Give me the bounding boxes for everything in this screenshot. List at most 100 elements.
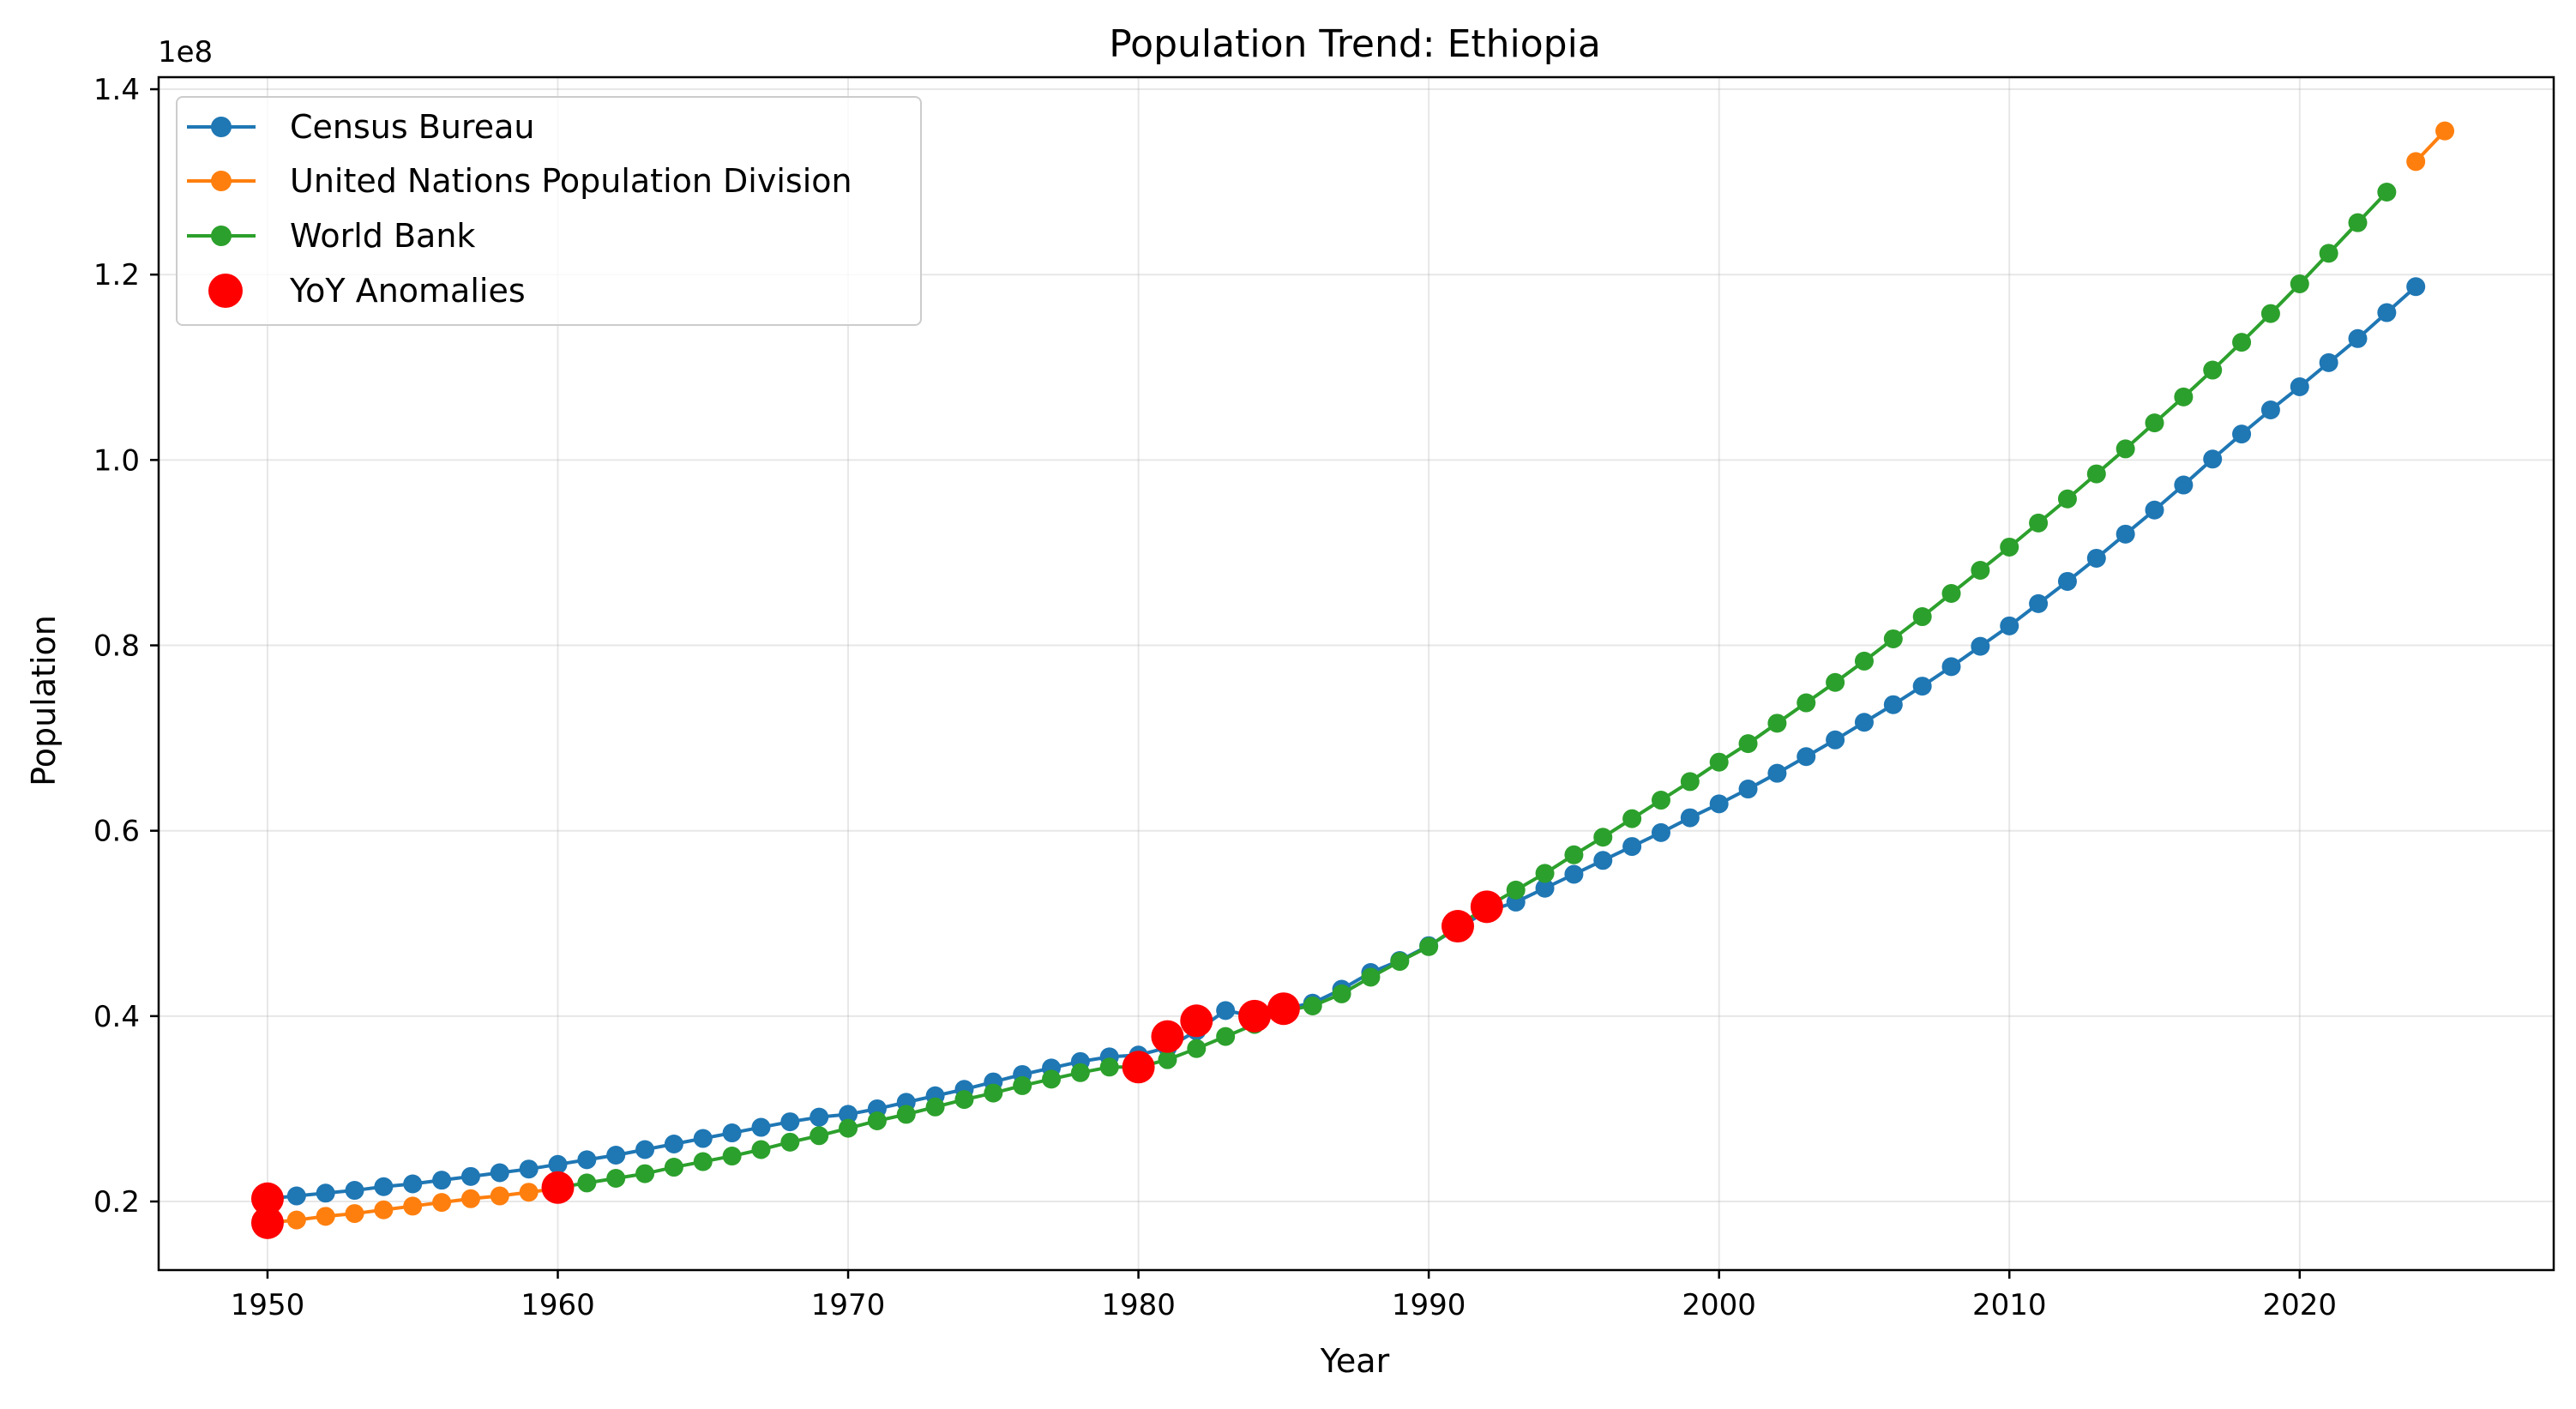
data-point: [1361, 967, 1381, 987]
data-point: [460, 1189, 480, 1208]
data-point: [345, 1181, 364, 1201]
data-point: [1651, 791, 1670, 810]
series-line: [557, 190, 2388, 1189]
data-point: [432, 1171, 452, 1190]
legend-marker-anomalies: [208, 274, 243, 308]
data-point: [1332, 984, 1351, 1003]
data-point: [1593, 851, 1613, 870]
data-point: [1854, 651, 1874, 671]
data-point: [1535, 878, 1555, 898]
anomaly-point: [1151, 1020, 1184, 1053]
data-point: [2260, 304, 2280, 323]
anomaly-point: [1238, 999, 1272, 1033]
data-point: [1709, 794, 1729, 814]
legend-label-census: Census Bureau: [290, 108, 534, 146]
data-point: [2145, 413, 2164, 433]
data-point: [780, 1132, 800, 1152]
anomaly-point: [250, 1206, 284, 1239]
data-point: [1622, 837, 1642, 857]
anomaly-point: [541, 1171, 575, 1204]
data-point: [2377, 183, 2397, 202]
y-tick-label: 0.6: [93, 815, 140, 849]
data-point: [2057, 571, 2077, 591]
data-point: [2348, 328, 2368, 348]
grid-lines: [159, 77, 2554, 1270]
data-point: [2174, 475, 2194, 495]
data-point: [2057, 489, 2077, 509]
data-point: [2290, 274, 2309, 294]
series-line: [267, 285, 2417, 1201]
x-tick-label: 2010: [1972, 1288, 2047, 1322]
data-point: [810, 1107, 829, 1127]
data-point: [2000, 616, 2019, 635]
data-point: [2116, 524, 2135, 544]
data-point: [751, 1140, 771, 1159]
y-tick-label: 1.4: [93, 73, 140, 107]
data-point: [2232, 333, 2252, 352]
anomaly-point: [1441, 910, 1474, 943]
data-point: [722, 1147, 742, 1166]
data-point: [286, 1210, 306, 1230]
data-point: [2260, 400, 2280, 420]
data-point: [432, 1193, 452, 1213]
series-yoy-anomalies: [250, 890, 1503, 1239]
data-point: [1564, 864, 1584, 884]
data-point: [577, 1150, 597, 1170]
x-tick-label: 1980: [1101, 1288, 1176, 1322]
x-axis-label: Year: [1320, 1342, 1390, 1380]
anomaly-point: [1180, 1004, 1213, 1038]
data-point: [548, 1154, 568, 1174]
chart-title: Population Trend: Ethiopia: [1109, 22, 1601, 66]
data-point: [984, 1083, 1003, 1103]
legend-label-un: United Nations Population Division: [290, 162, 852, 200]
data-point: [693, 1152, 713, 1171]
data-point: [1680, 772, 1700, 792]
legend-label-anomalies: YoY Anomalies: [289, 272, 526, 310]
legend-marker-census: [211, 117, 232, 137]
x-tick-label: 2000: [1682, 1288, 1756, 1322]
anomaly-point: [1267, 992, 1300, 1026]
data-point: [1941, 584, 1961, 604]
data-point: [2029, 593, 2049, 613]
data-point: [1854, 713, 1874, 732]
data-point: [1158, 1050, 1177, 1069]
data-point: [606, 1169, 626, 1188]
data-point: [2348, 213, 2368, 232]
data-point: [810, 1126, 829, 1146]
data-point: [1826, 730, 1845, 750]
data-point: [2145, 500, 2164, 520]
data-point: [2086, 464, 2106, 484]
data-point: [2406, 152, 2426, 172]
data-point: [2319, 244, 2338, 263]
y-tick-label: 0.8: [93, 629, 140, 664]
data-point: [1216, 1027, 1236, 1046]
x-tick-label: 2020: [2263, 1288, 2338, 1322]
data-point: [460, 1166, 480, 1186]
data-point: [1971, 636, 1990, 656]
data-point: [751, 1117, 771, 1137]
legend-entry-un: United Nations Population Division: [187, 162, 852, 200]
series-census-bureau: [257, 277, 2426, 1208]
data-point: [1941, 657, 1961, 677]
data-point: [954, 1090, 974, 1110]
data-point: [1535, 864, 1555, 883]
data-point: [1013, 1075, 1032, 1095]
data-point: [635, 1164, 655, 1183]
data-point: [2116, 439, 2135, 459]
data-point: [1390, 952, 1410, 972]
data-point: [2435, 121, 2455, 141]
y-axis-offset-text: 1e8: [158, 35, 213, 69]
data-point: [1797, 693, 1816, 713]
data-point: [722, 1123, 742, 1143]
data-point: [1216, 1001, 1236, 1021]
data-point: [1099, 1057, 1119, 1077]
data-point: [1826, 672, 1845, 692]
data-point: [2203, 449, 2223, 469]
data-point: [896, 1105, 916, 1124]
data-point: [925, 1097, 945, 1117]
data-point: [1622, 809, 1642, 828]
data-point: [519, 1159, 539, 1179]
data-point: [1912, 607, 1932, 627]
data-point: [1419, 936, 1439, 956]
